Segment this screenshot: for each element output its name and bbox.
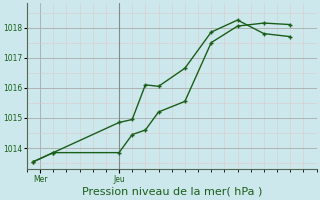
X-axis label: Pression niveau de la mer( hPa ): Pression niveau de la mer( hPa ) xyxy=(82,187,262,197)
